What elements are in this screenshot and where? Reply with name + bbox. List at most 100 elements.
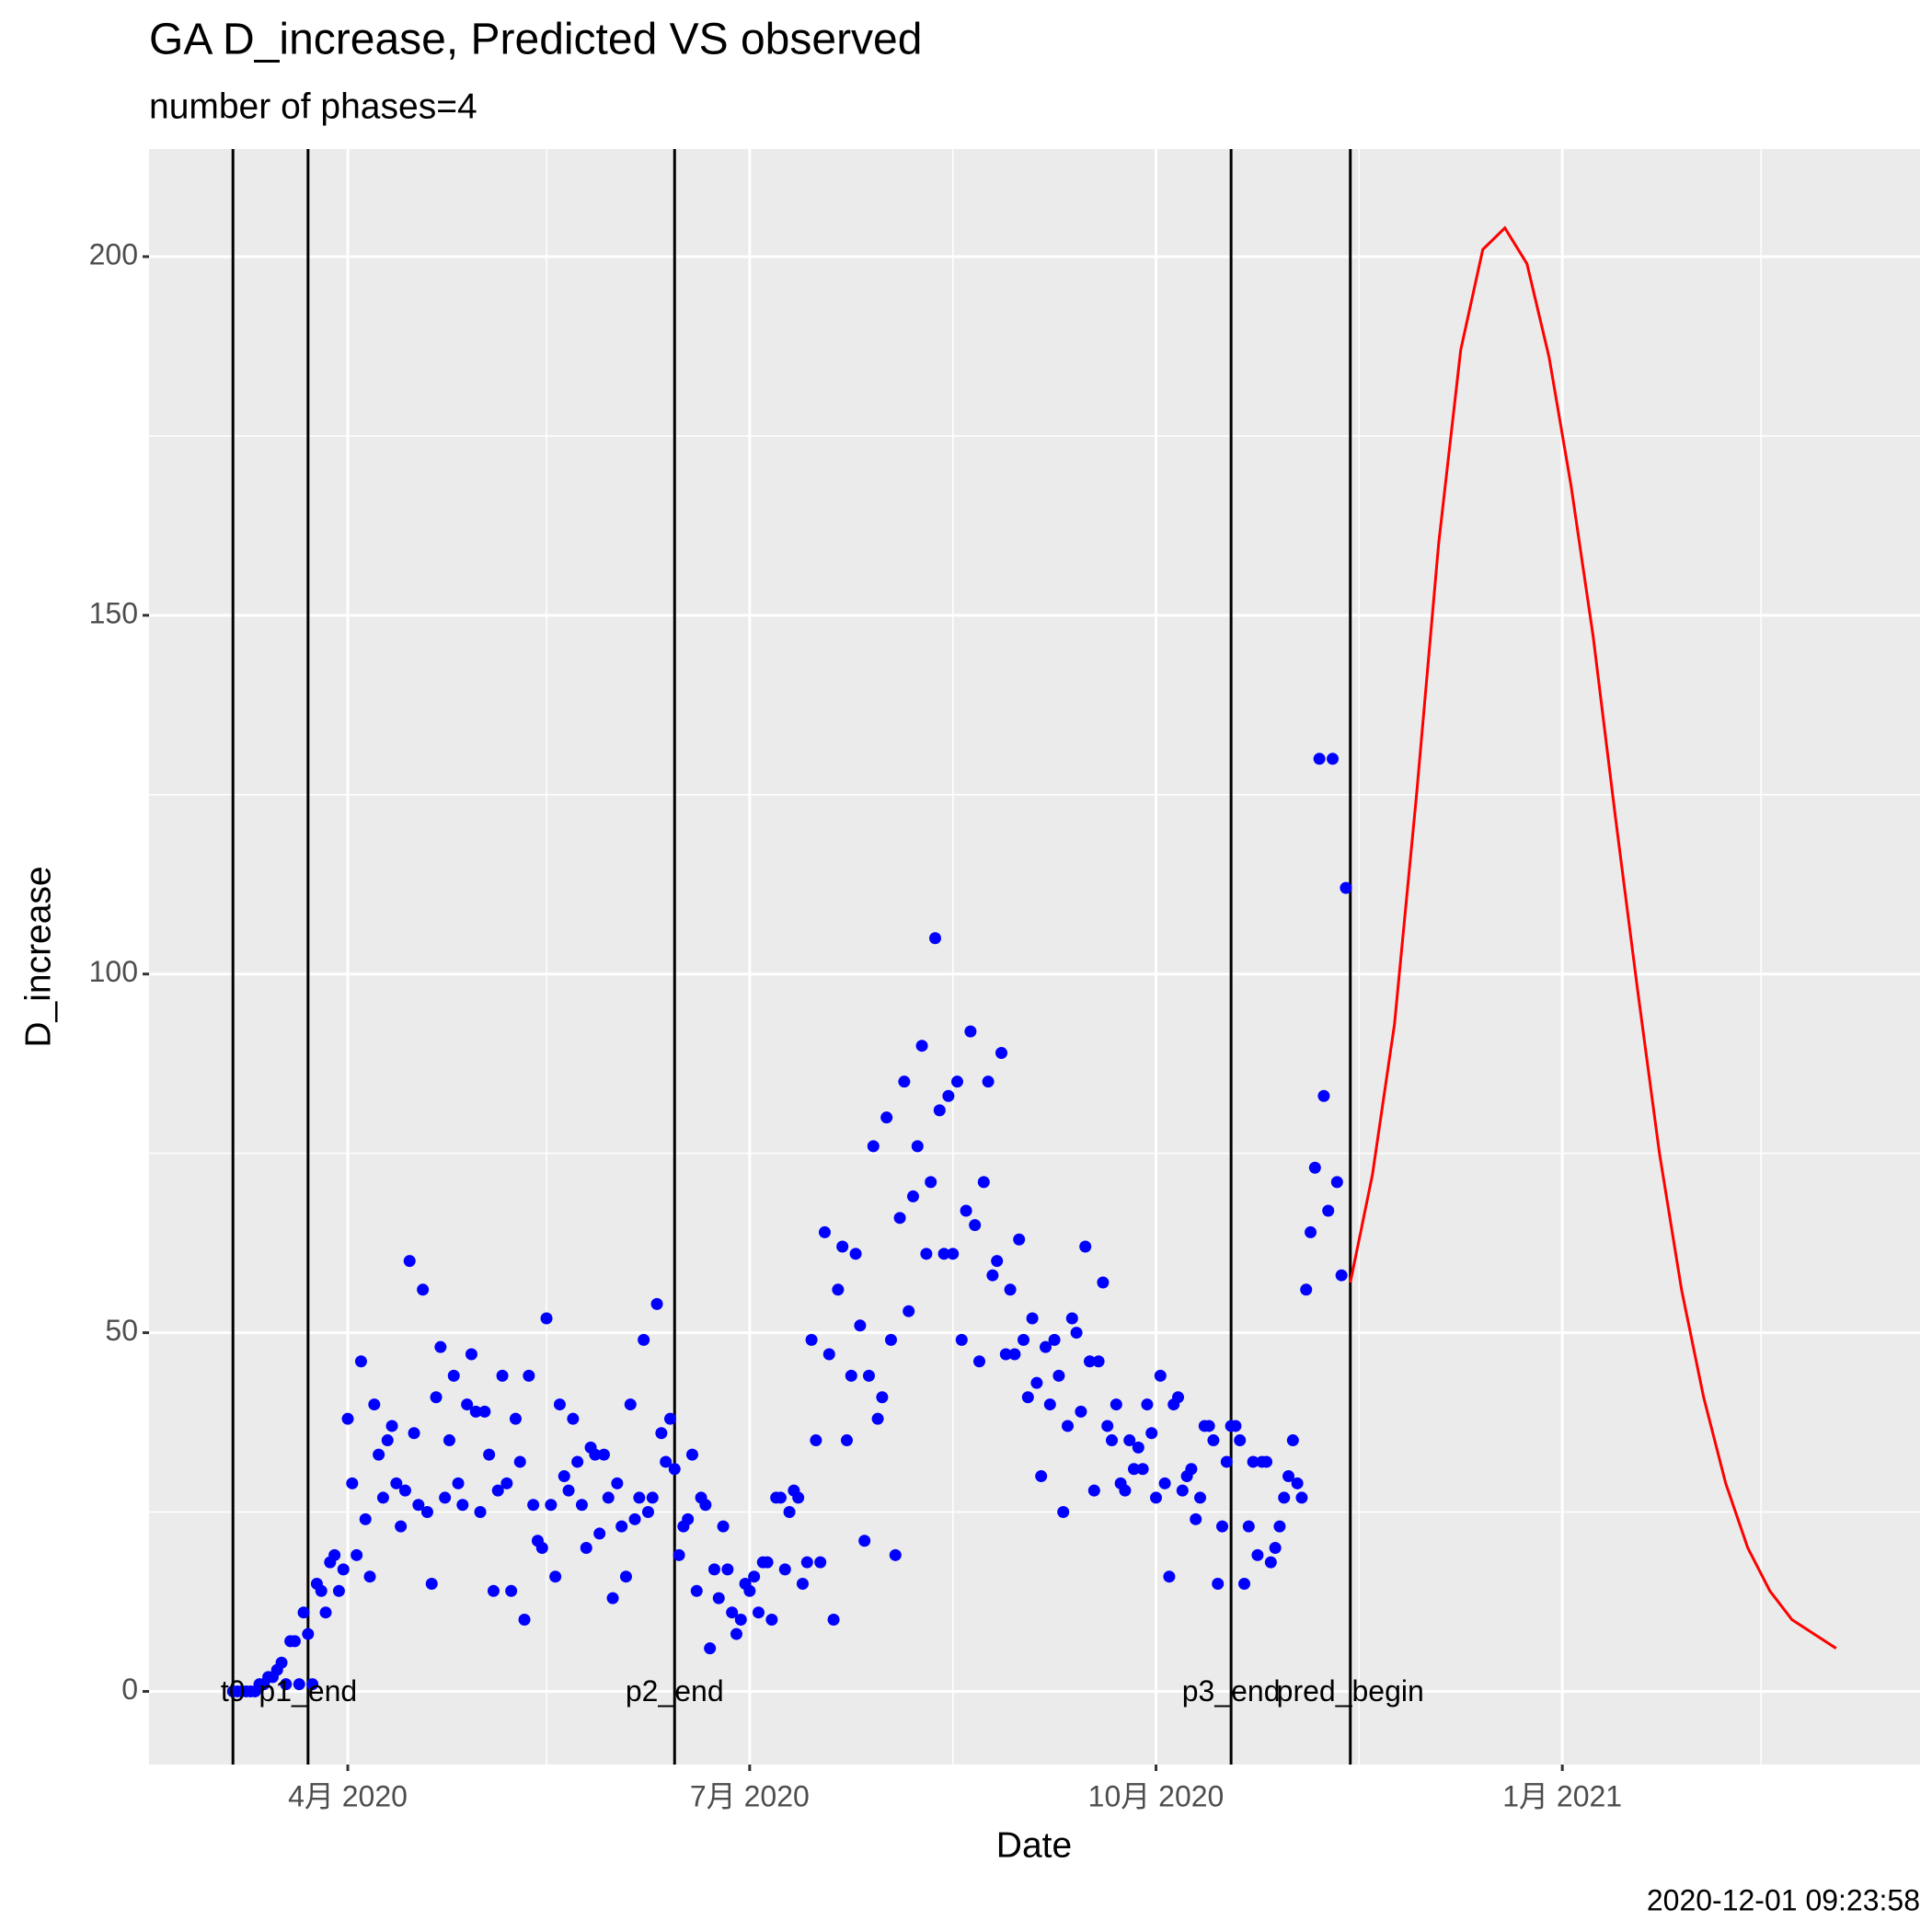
data-point — [395, 1520, 408, 1533]
data-point — [1282, 1470, 1295, 1483]
data-point — [589, 1448, 602, 1461]
data-point — [611, 1477, 624, 1489]
data-point — [500, 1477, 513, 1489]
data-point — [1106, 1434, 1119, 1447]
data-point — [726, 1606, 739, 1619]
data-point — [1308, 1161, 1321, 1174]
data-point — [810, 1434, 822, 1447]
y-tick-label: 200 — [89, 237, 138, 270]
chart-title: GA D_increase, Predicted VS observed — [149, 16, 922, 64]
x-tick-label: 1月 2021 — [1502, 1779, 1622, 1812]
data-point — [315, 1584, 328, 1597]
data-point — [805, 1333, 818, 1346]
data-point — [893, 1212, 906, 1225]
data-point — [920, 1248, 933, 1260]
data-point — [337, 1563, 350, 1576]
x-tick-label: 7月 2020 — [690, 1779, 810, 1812]
phase-label: t0 — [221, 1674, 246, 1708]
data-point — [487, 1584, 500, 1597]
data-point — [832, 1283, 845, 1296]
data-point — [390, 1477, 403, 1489]
data-point — [690, 1584, 703, 1597]
data-point — [699, 1499, 712, 1512]
data-point — [478, 1405, 491, 1418]
data-point — [1079, 1240, 1092, 1253]
data-point — [955, 1333, 968, 1346]
data-point — [1128, 1463, 1141, 1476]
data-point — [1264, 1556, 1277, 1569]
data-point — [650, 1297, 663, 1310]
data-point — [351, 1548, 363, 1561]
data-point — [1295, 1491, 1308, 1504]
data-point — [615, 1520, 628, 1533]
data-point — [827, 1613, 840, 1626]
y-tick-label: 0 — [121, 1673, 138, 1706]
data-point — [597, 1448, 610, 1461]
data-point — [354, 1355, 367, 1368]
y-tick-label: 100 — [89, 955, 138, 988]
data-point — [430, 1391, 443, 1404]
data-point — [469, 1405, 482, 1418]
data-point — [1030, 1376, 1043, 1389]
data-point — [558, 1470, 570, 1483]
data-point — [1008, 1348, 1021, 1361]
data-point — [302, 1627, 315, 1640]
data-point — [903, 1305, 915, 1317]
data-point — [1330, 1176, 1343, 1189]
data-point — [933, 1104, 946, 1117]
data-point — [1300, 1283, 1313, 1296]
data-point — [509, 1412, 522, 1425]
data-point — [483, 1448, 496, 1461]
data-point — [306, 1678, 319, 1691]
data-point — [977, 1176, 990, 1189]
data-point — [385, 1420, 398, 1432]
data-point — [942, 1089, 955, 1102]
data-point — [748, 1570, 761, 1583]
data-point — [1340, 881, 1352, 894]
data-point — [1035, 1470, 1048, 1483]
data-point — [1101, 1420, 1114, 1432]
phase-label: pred_begin — [1277, 1674, 1424, 1708]
data-point — [1154, 1369, 1167, 1382]
data-point — [1048, 1333, 1061, 1346]
data-point — [1202, 1420, 1215, 1432]
data-point — [425, 1578, 438, 1591]
data-point — [1322, 1204, 1335, 1217]
data-point — [593, 1527, 606, 1540]
data-point — [1291, 1477, 1304, 1489]
data-point — [434, 1340, 447, 1353]
data-point — [540, 1312, 553, 1325]
data-point — [1097, 1276, 1110, 1289]
data-point — [346, 1477, 359, 1489]
data-point — [646, 1491, 659, 1504]
data-point — [1220, 1455, 1233, 1468]
data-point — [663, 1412, 676, 1425]
data-point — [849, 1248, 862, 1260]
data-point — [619, 1570, 632, 1583]
data-point — [854, 1319, 867, 1332]
data-point — [1185, 1463, 1198, 1476]
data-point — [1070, 1327, 1083, 1340]
data-point — [876, 1391, 889, 1404]
data-point — [535, 1542, 548, 1555]
data-point — [1052, 1369, 1065, 1382]
data-point — [928, 932, 941, 945]
data-point — [280, 1678, 293, 1691]
data-point — [1313, 753, 1326, 765]
data-point — [765, 1613, 778, 1626]
data-point — [1004, 1283, 1017, 1296]
data-point — [1017, 1333, 1029, 1346]
data-point — [1269, 1542, 1282, 1555]
data-point — [549, 1570, 562, 1583]
data-point — [1065, 1312, 1078, 1325]
data-point — [545, 1499, 558, 1512]
data-point — [1260, 1455, 1273, 1468]
data-point — [513, 1455, 526, 1468]
data-point — [730, 1627, 742, 1640]
y-tick-label: 50 — [105, 1314, 138, 1347]
data-point — [1026, 1312, 1039, 1325]
data-point — [1087, 1484, 1100, 1497]
data-point — [1075, 1405, 1087, 1418]
data-point — [505, 1584, 518, 1597]
